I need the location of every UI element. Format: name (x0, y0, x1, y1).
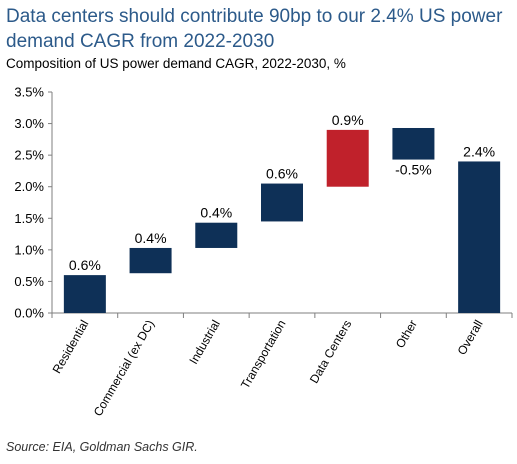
data-label: 0.4% (135, 230, 167, 246)
data-label: 0.4% (200, 205, 232, 221)
category-label: Transportation (238, 318, 289, 392)
y-tick-label: 0.0% (14, 306, 44, 321)
data-label: -0.5% (395, 162, 432, 178)
y-tick-label: 3.0% (14, 116, 44, 131)
data-label: 2.4% (463, 143, 495, 159)
bar-residential (63, 275, 106, 313)
bar-data-centers (326, 129, 369, 187)
bars (63, 127, 501, 313)
category-label: Other (393, 318, 420, 351)
bar-industrial (195, 222, 238, 248)
data-labels: 0.6% 0.4% 0.4% 0.6% 0.9% -0.5% 2.4% (69, 112, 495, 273)
chart-subtitle: Composition of US power demand CAGR, 202… (6, 56, 346, 71)
bar-overall (458, 161, 501, 313)
category-label: Commercial (ex DC) (91, 318, 157, 419)
data-label: 0.9% (332, 112, 364, 128)
category-label: Industrial (186, 318, 222, 367)
category-labels: Residential Commercial (ex DC) Industrial T… (50, 317, 486, 418)
source-note: Source: EIA, Goldman Sachs GIR. (6, 440, 198, 454)
data-label: 0.6% (266, 166, 298, 182)
y-tick-label: 3.5% (14, 85, 44, 100)
y-tick-label: 1.5% (14, 211, 44, 226)
y-tick-label: 2.0% (14, 179, 44, 194)
y-tick-label: 1.0% (14, 242, 44, 257)
y-tick-label: 0.5% (14, 274, 44, 289)
category-label: Data Centers (307, 318, 354, 386)
y-axis: 0.0% 0.5% 1.0% 1.5% 2.0% 2.5% 3.0% 3.5% (14, 85, 53, 321)
y-tick-label: 2.5% (14, 148, 44, 163)
chart-title: Data centers should contribute 90bp to o… (6, 6, 503, 52)
bar-transportation (261, 183, 303, 222)
x-axis (51, 312, 513, 318)
category-label: Residential (50, 318, 92, 376)
bar-other (392, 127, 435, 160)
category-label: Overall (455, 317, 486, 357)
bar-commercial-ex-dc (129, 247, 172, 274)
data-label: 0.6% (69, 257, 101, 273)
